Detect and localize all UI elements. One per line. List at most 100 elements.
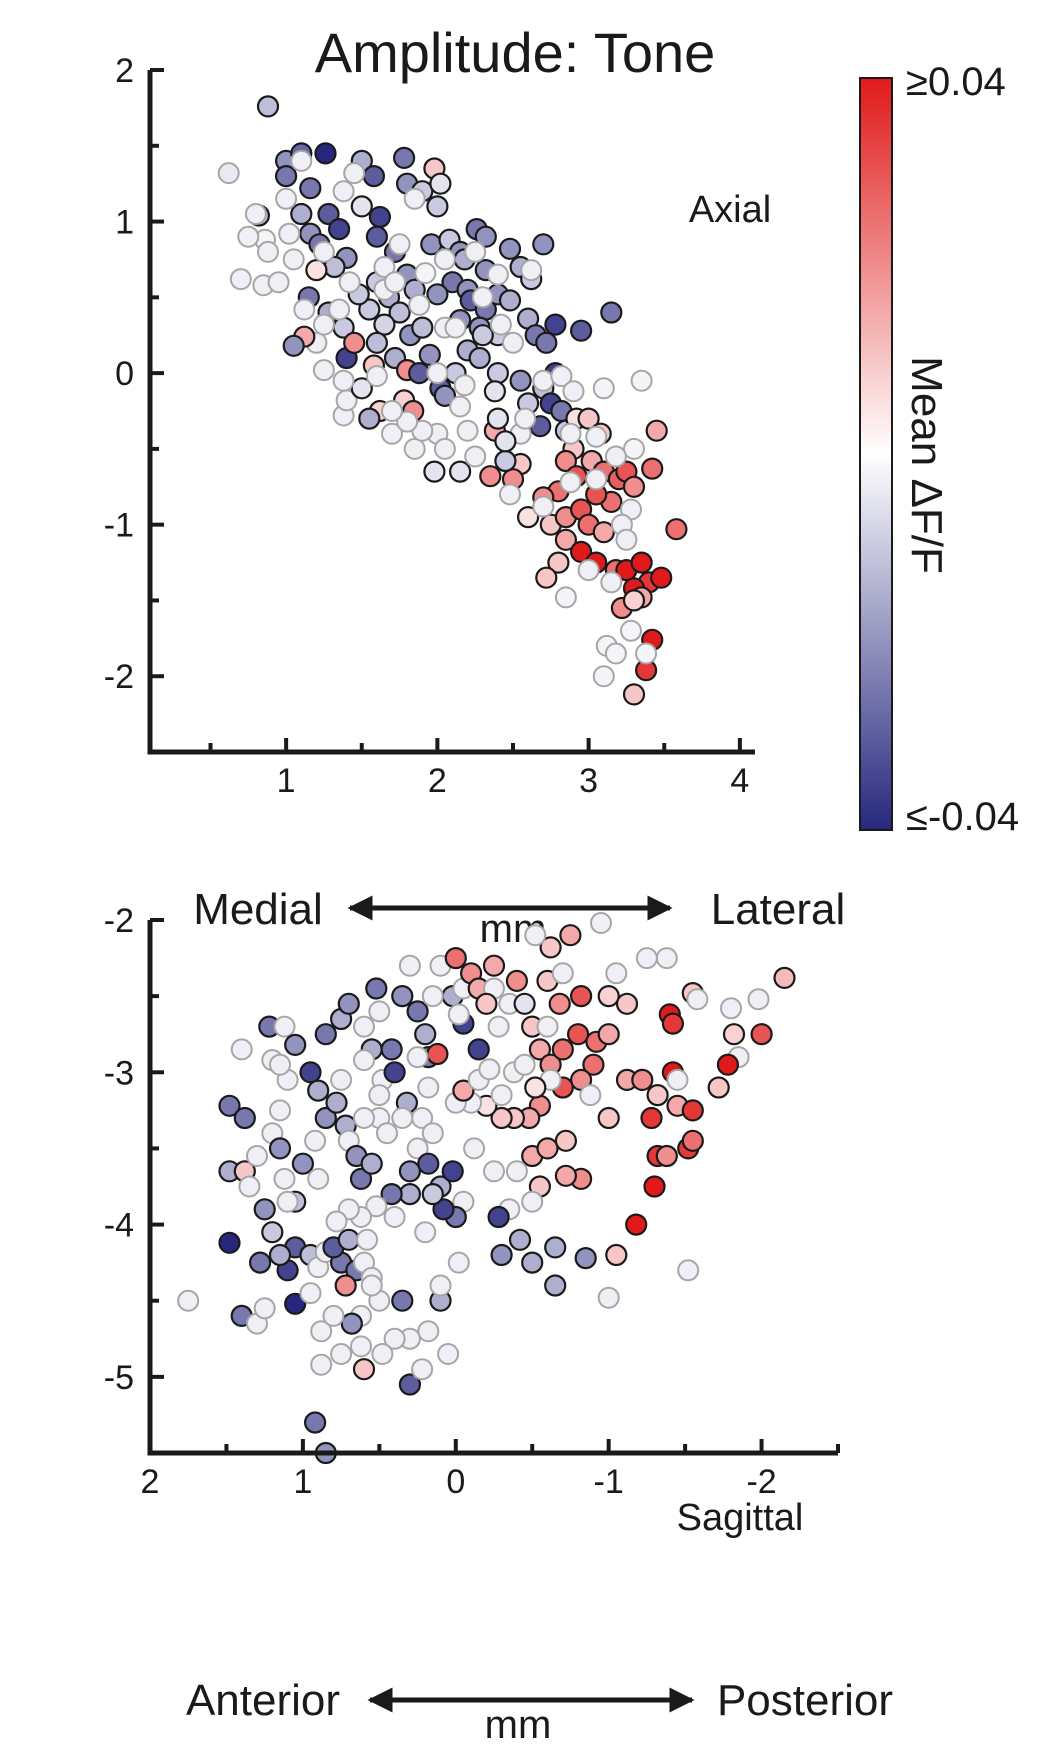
sagittal-point-200 [356,1228,379,1251]
sagittal-point-32 [310,1353,333,1376]
sagittal-point-209 [353,1107,375,1129]
sagittal-point-121 [597,1023,620,1046]
sagittal-point-216 [521,1190,544,1213]
sagittal-point-213 [368,1084,391,1107]
sagittal-point-133 [452,1079,475,1102]
sagittal-point-206 [463,1137,486,1160]
sagittal-point-153 [681,1129,704,1152]
sagittal-point-129 [490,1106,513,1130]
axial-point-14 [317,202,340,226]
sagittal-point-219 [513,1053,536,1076]
sagittal-point-60 [383,1061,406,1084]
axial-point-162 [358,407,381,430]
axial-point-210 [514,407,537,430]
axial-point-202 [585,468,608,491]
sagittal-point-175 [508,1228,532,1251]
axial-x-tick-label: 1 [277,762,296,800]
sagittal-point-227 [360,1274,383,1297]
axial-point-46 [532,233,555,256]
sagittal-point-182 [487,1205,510,1229]
axial-point-91 [483,380,506,403]
sagittal-point-178 [574,1246,597,1270]
sagittal-y-tick-label: -4 [104,1207,134,1245]
sagittal-point-74 [365,1195,388,1218]
sagittal-point-205 [524,1076,547,1099]
axial-point-55 [426,283,449,306]
sagittal-point-162 [605,962,628,985]
colorbar-min-label: ≤-0.04 [906,795,1019,839]
axial-point-141 [645,419,668,442]
sagittal-point-97 [426,1042,449,1066]
sagittal-point-49 [299,1061,322,1084]
sagittal-point-214 [417,1076,440,1099]
axial-point-153 [486,407,509,430]
axial-point-193 [464,240,487,263]
sagittal-point-202 [447,1003,470,1026]
sagittal-point-9 [249,1251,272,1274]
axial-point-221 [471,286,494,309]
axial-point-227 [585,425,608,448]
sagittal-point-159 [686,988,709,1011]
sagittal-point-157 [661,1012,685,1035]
sagittal-point-0 [177,1289,200,1312]
axial-point-39 [426,195,449,218]
sagittal-point-119 [566,1023,590,1046]
axial-point-11 [290,202,313,226]
sagittal-point-187 [720,997,742,1020]
axial-panel-label: Axial [689,189,771,231]
sagittal-point-226 [437,1343,460,1365]
sagittal-point-78 [230,1038,253,1061]
axial-point-44 [474,225,497,248]
axial-y-tick-label: 2 [115,52,134,90]
axial-point-137 [620,619,642,642]
axial-point-19 [305,259,328,282]
sagittal-point-5 [284,1292,307,1315]
sagittal-right-direction-label: Posterior [717,1676,893,1725]
sagittal-point-95 [414,1023,437,1046]
sagittal-point-225 [411,1358,434,1381]
axial-point-196 [489,313,512,336]
sagittal-point-193 [544,1236,567,1259]
axial-point-222 [502,331,524,354]
axial-point-7 [275,165,298,188]
axial-point-176 [278,222,301,245]
sagittal-point-176 [521,1251,544,1274]
axial-point-212 [464,445,487,468]
sagittal-point-100 [467,1038,490,1061]
axial-point-172 [244,203,267,225]
sagittal-point-151 [681,1099,704,1122]
sagittal-point-50 [307,1079,330,1102]
axial-point-45 [498,237,522,260]
sagittal-point-33 [304,1411,327,1434]
sagittal-y-tick-label: -5 [104,1359,134,1397]
sagittal-point-40 [238,1175,261,1198]
sagittal-point-165 [590,912,612,934]
sagittal-point-197 [429,1274,452,1297]
sagittal-x-tick-label: -2 [746,1463,776,1501]
sagittal-point-18 [334,1274,357,1297]
axial-point-58 [358,298,381,321]
axial-point-135 [622,683,646,706]
axial-point-101 [577,407,600,430]
axial-point-104 [554,449,578,473]
sagittal-point-73 [380,1182,403,1206]
sagittal-point-35 [398,1373,421,1396]
sagittal-point-41 [246,1145,268,1167]
sagittal-point-10 [261,1221,284,1244]
sagittal-point-122 [582,1053,605,1076]
sagittal-point-196 [414,1221,437,1244]
sagittal-point-181 [597,1286,620,1309]
sagittal-point-221 [299,1282,322,1305]
axial-point-38 [429,172,452,195]
axial-point-18 [282,248,305,271]
sagittal-point-94 [406,1000,429,1023]
colorbar-max-label: ≥0.04 [906,60,1006,104]
axial-point-197 [532,369,555,392]
axial-point-29 [350,195,373,218]
sagittal-point-177 [544,1274,567,1297]
sagittal-point-218 [551,962,574,985]
axial-point-187 [373,256,396,278]
sagittal-point-105 [444,946,467,970]
sagittal-point-173 [505,1160,528,1183]
sagittal-unit-label: mm [485,1703,552,1747]
